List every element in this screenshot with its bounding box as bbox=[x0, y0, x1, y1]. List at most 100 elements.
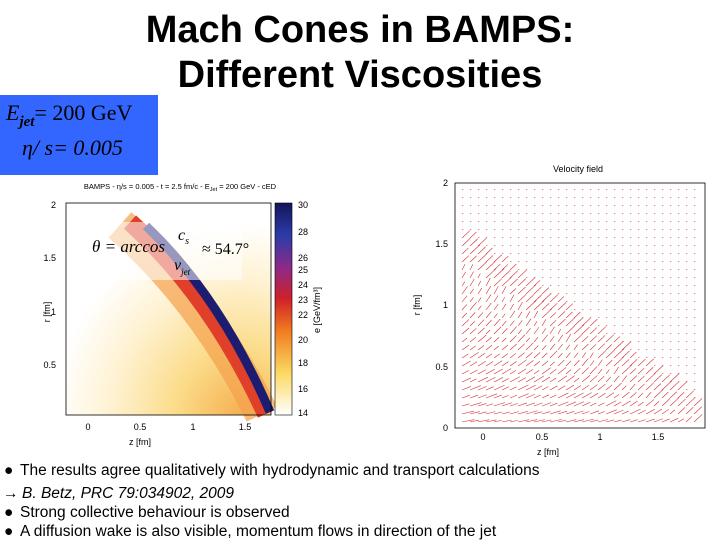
vector-arrow bbox=[509, 278, 518, 287]
title-line: Different Viscosities bbox=[178, 54, 543, 96]
vector-arrow bbox=[661, 365, 664, 367]
vector-arrow bbox=[509, 335, 517, 343]
x-tick-label: 1.5 bbox=[652, 432, 665, 442]
vector-arrow bbox=[565, 369, 572, 375]
vector-arrow bbox=[469, 402, 482, 407]
vector-arrow bbox=[493, 205, 496, 207]
vector-arrow bbox=[645, 317, 648, 319]
vector-arrow bbox=[613, 245, 616, 247]
vector-arrow bbox=[693, 277, 696, 279]
vector-arrow bbox=[589, 384, 598, 391]
vector-arrow bbox=[533, 300, 545, 311]
vector-arrow bbox=[693, 205, 696, 207]
vector-arrow bbox=[525, 284, 537, 295]
vector-arrow bbox=[565, 301, 568, 303]
vector-arrow bbox=[629, 375, 638, 383]
vector-arrow bbox=[685, 407, 694, 415]
vector-arrow bbox=[589, 335, 598, 343]
vector-arrow bbox=[509, 221, 512, 223]
vector-arrow bbox=[645, 325, 648, 327]
vector-arrow bbox=[589, 344, 597, 351]
vector-arrow bbox=[573, 333, 583, 343]
vector-arrow bbox=[589, 285, 592, 287]
vector-arrow bbox=[565, 213, 568, 215]
vector-arrow bbox=[645, 382, 655, 391]
vector-arrow bbox=[661, 357, 664, 359]
vector-arrow bbox=[557, 352, 563, 359]
vector-arrow bbox=[581, 261, 584, 263]
vector-arrow bbox=[685, 349, 688, 351]
vector-arrow bbox=[581, 293, 584, 295]
vector-arrow bbox=[533, 229, 536, 231]
vector-arrow bbox=[541, 360, 549, 367]
vector-arrow bbox=[597, 375, 605, 383]
vector-arrow bbox=[541, 411, 551, 415]
vector-arrow bbox=[621, 293, 624, 295]
vector-arrow bbox=[509, 263, 517, 271]
vector-arrow bbox=[693, 197, 696, 199]
vector-arrow bbox=[565, 352, 571, 359]
vector-arrow bbox=[685, 189, 688, 191]
vector-arrow bbox=[621, 237, 624, 239]
vector-arrow bbox=[621, 419, 631, 423]
vector-arrow bbox=[581, 189, 584, 191]
vector-arrow bbox=[669, 213, 672, 215]
vector-arrow bbox=[469, 278, 475, 287]
vector-arrow bbox=[653, 277, 656, 279]
vector-arrow bbox=[629, 301, 632, 303]
vector-arrow bbox=[557, 392, 569, 399]
vector-arrow bbox=[621, 277, 624, 279]
vector-arrow bbox=[477, 386, 487, 391]
vector-arrow bbox=[613, 394, 620, 399]
vector-arrow bbox=[573, 261, 576, 263]
vector-arrow bbox=[557, 245, 560, 247]
vector-arrow bbox=[685, 301, 688, 303]
vector-arrow bbox=[613, 253, 616, 255]
vector-arrow bbox=[653, 261, 656, 263]
formula-rhs: ≈ 54.7° bbox=[202, 241, 249, 258]
vector-arrow bbox=[533, 321, 538, 327]
vector-arrow bbox=[677, 293, 680, 295]
bullet-text: B. Betz, PRC 79:034902, 2009 bbox=[22, 485, 234, 502]
vector-arrow bbox=[501, 368, 512, 375]
vector-arrow bbox=[485, 285, 492, 295]
vector-arrow bbox=[581, 213, 584, 215]
vector-arrow bbox=[573, 401, 585, 407]
vector-arrow bbox=[661, 398, 671, 407]
vector-arrow bbox=[597, 221, 600, 223]
vector-arrow bbox=[637, 285, 640, 287]
vector-arrow bbox=[597, 335, 606, 343]
x-axis-label: z [fm] bbox=[129, 437, 151, 447]
vector-arrow bbox=[629, 419, 638, 423]
vector-arrow bbox=[581, 221, 584, 223]
vector-arrow bbox=[517, 377, 526, 383]
vector-arrow bbox=[565, 360, 572, 367]
vector-arrow bbox=[501, 337, 507, 343]
vector-arrow bbox=[517, 368, 527, 375]
vector-arrow bbox=[629, 245, 632, 247]
vector-arrow bbox=[517, 419, 530, 423]
vector-arrow bbox=[565, 221, 568, 223]
vector-arrow bbox=[669, 417, 679, 423]
vector-arrow bbox=[469, 231, 477, 239]
vector-arrow bbox=[517, 393, 529, 399]
vector-arrow bbox=[493, 345, 499, 351]
vector-arrow bbox=[677, 398, 686, 407]
vector-arrow bbox=[653, 418, 663, 423]
vector-arrow bbox=[597, 229, 600, 231]
vector-arrow bbox=[493, 337, 500, 343]
vector-arrow bbox=[629, 285, 632, 287]
vector-arrow bbox=[581, 352, 587, 359]
vector-arrow bbox=[605, 293, 608, 295]
vector-arrow bbox=[509, 353, 516, 359]
vector-arrow bbox=[525, 337, 531, 343]
vector-arrow bbox=[693, 309, 696, 311]
vector-arrow bbox=[517, 384, 529, 391]
vector-arrow bbox=[461, 403, 470, 407]
vector-arrow bbox=[581, 309, 584, 311]
vector-arrow bbox=[693, 317, 696, 319]
vector-arrow bbox=[621, 189, 624, 191]
vector-arrow bbox=[581, 277, 584, 279]
vector-arrow bbox=[693, 357, 696, 359]
vector-arrow bbox=[573, 293, 576, 295]
